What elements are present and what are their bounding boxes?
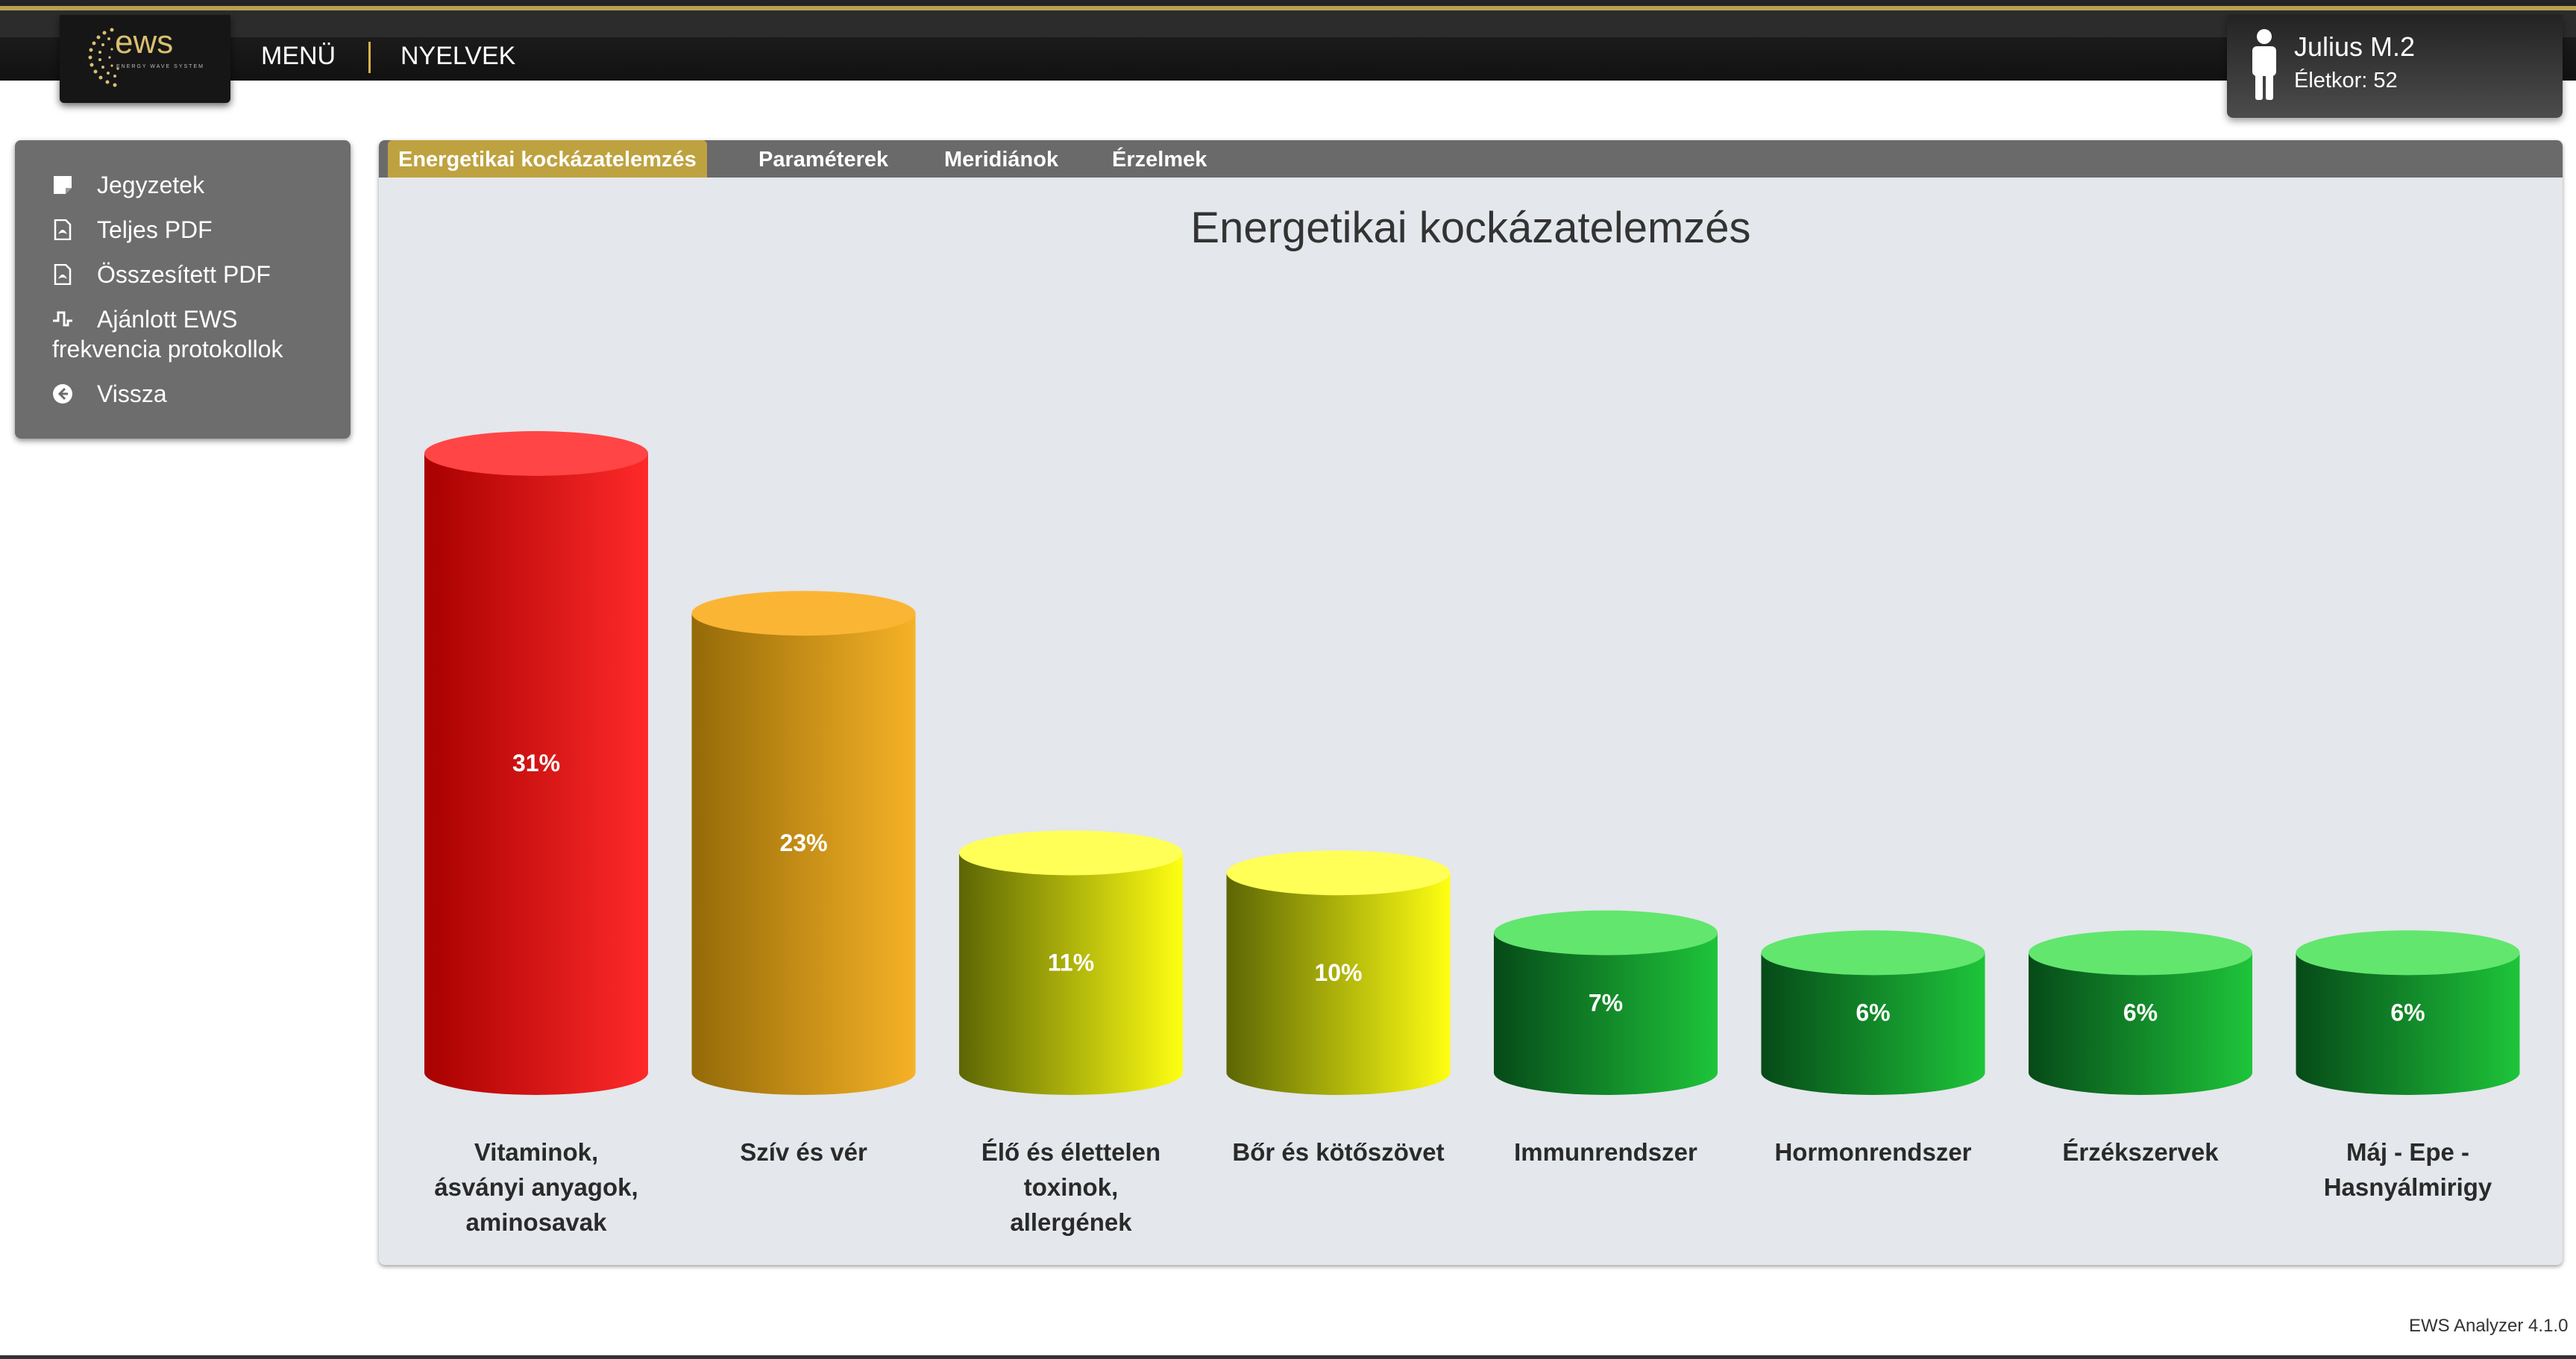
chart-bar-body (1761, 952, 1985, 1095)
frequency-icon (53, 311, 72, 327)
chart-category-label: Élő és élettelen toxinok, allergének (981, 1138, 1160, 1236)
chart-bar-body (2029, 952, 2252, 1095)
chart-value-label: 6% (2123, 999, 2158, 1026)
chart-category-label: Hormonrendszer (1774, 1138, 1971, 1166)
top-bar (0, 0, 2576, 81)
chart-value-label: 31% (512, 750, 560, 776)
logo-dots-icon (88, 28, 121, 87)
logo-tagline: ENERGY WAVE SYSTEM (116, 64, 204, 69)
chart-bar-top (959, 830, 1183, 876)
chart-value-label: 10% (1314, 959, 1362, 986)
top-bar-band (0, 10, 2576, 37)
chart-bar-top (424, 431, 648, 476)
tab-emotions[interactable]: Érzelmek (1112, 148, 1207, 172)
pdf-summary-icon (54, 264, 72, 285)
chart-bar-body (2296, 952, 2520, 1095)
chart-bar-body (1226, 873, 1451, 1095)
chart-bar-top (1494, 910, 1718, 955)
chart-category-label: Máj - Epe -Hasnyálmirigy (2324, 1138, 2492, 1201)
chart-bar: 6% (2029, 930, 2252, 1095)
person-icon (2252, 29, 2276, 100)
chart-bar: 6% (1761, 930, 1985, 1095)
user-age: Életkor: 52 (2294, 69, 2398, 92)
chart-value-label: 23% (779, 829, 827, 856)
sidebar: Jegyzetek Teljes PDF Összesített PDF Ajá… (15, 140, 351, 439)
chart-bar-body (691, 613, 916, 1095)
logo-text: ews (115, 24, 174, 60)
chart-bar-body (1494, 932, 1718, 1095)
menu-button[interactable]: MENÜ (261, 42, 336, 70)
nav-separator (368, 42, 371, 73)
chart-bar-top (1226, 850, 1451, 896)
ews-logo[interactable]: ews ENERGY WAVE SYSTEM (60, 15, 230, 103)
chart-bar-body (424, 453, 648, 1095)
sidebar-item-label: Ajánlott EWS (97, 306, 238, 333)
app-version: EWS Analyzer 4.1.0 (2409, 1316, 2569, 1336)
chart-bar-top (2296, 930, 2520, 976)
chart-bar: 7% (1494, 910, 1718, 1095)
user-profile[interactable]: Julius M.2 Életkor: 52 (2227, 15, 2563, 118)
sidebar-item-label: Összesített PDF (97, 261, 271, 288)
chart-category-label: Érzékszervek (2062, 1138, 2219, 1166)
tab-meridians[interactable]: Meridiánok (944, 148, 1059, 172)
chart-value-label: 6% (1856, 999, 1890, 1026)
chart-category-label: Vitaminok, ásványi anyagok, aminosavak (434, 1138, 638, 1236)
tab-bar (379, 140, 2563, 178)
bottom-border (0, 1355, 2576, 1359)
chart-value-label: 7% (1589, 989, 1623, 1016)
chart-bar-top (2029, 930, 2252, 976)
sidebar-item-label: Jegyzetek (97, 172, 205, 198)
main-panel: Energetikai kockázatelemzés Paraméterek … (379, 140, 2563, 1265)
sidebar-item-label: Vissza (97, 380, 167, 407)
chart-value-label: 6% (2390, 999, 2425, 1026)
chart-bar: 6% (2296, 930, 2520, 1095)
chart-category-label: Bőr és kötőszövet (1232, 1138, 1444, 1166)
languages-button[interactable]: NYELVEK (400, 42, 516, 70)
chart-bar-top (1761, 930, 1985, 976)
chart-bar: 10% (1226, 850, 1451, 1095)
chart-bar: 11% (959, 830, 1183, 1095)
chart-bar: 23% (691, 591, 916, 1095)
sidebar-item-label-line2: frekvencia protokollok (52, 336, 283, 362)
back-arrow-icon (53, 384, 72, 404)
chart-bar: 31% (424, 431, 648, 1095)
pdf-icon (54, 219, 72, 240)
chart-title: Energetikai kockázatelemzés (1190, 204, 1751, 252)
chart-category-label: Immunrendszer (1514, 1138, 1697, 1166)
tab-parameters[interactable]: Paraméterek (758, 148, 889, 172)
user-name: Julius M.2 (2294, 31, 2416, 62)
sidebar-item-label: Teljes PDF (97, 216, 213, 243)
top-gold-line (0, 6, 2576, 10)
chart-value-label: 11% (1048, 950, 1094, 976)
note-icon (54, 176, 72, 194)
chart-category-label: Szív és vér (740, 1138, 867, 1166)
chart-bar-top (691, 591, 916, 636)
tab-energetic-risk[interactable]: Energetikai kockázatelemzés (388, 140, 707, 178)
risk-bar-chart: 31% 23% 11% 10% 7% 6% 6% 6% Vitaminok, ásványi a… (424, 431, 2520, 1236)
chart-bar-body (959, 853, 1183, 1095)
